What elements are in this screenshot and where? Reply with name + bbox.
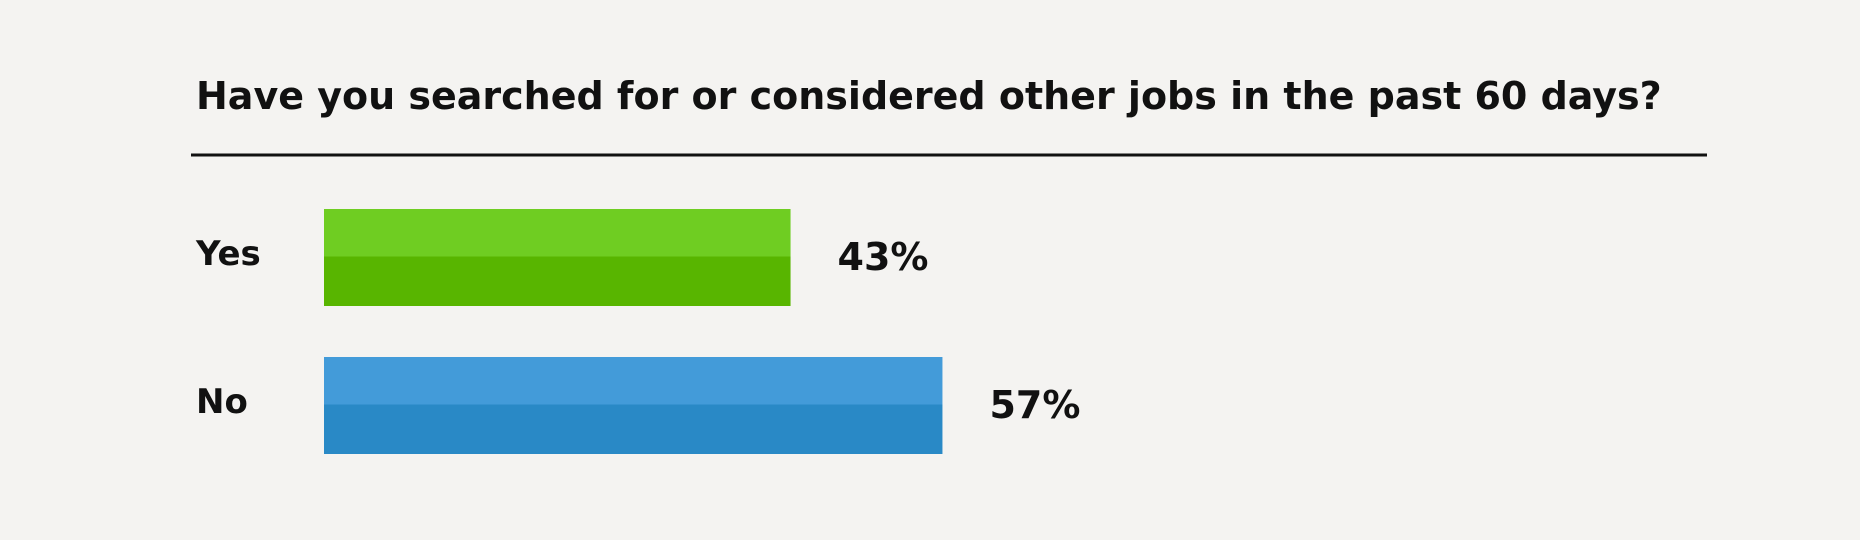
value-label: 43% [838,235,929,279]
category-label: No [196,382,248,422]
bar [324,209,791,306]
value-label: 57% [989,383,1080,427]
chart-title: Have you searched for or considered othe… [196,74,1662,118]
category-label: Yes [195,234,261,274]
bar [324,357,943,454]
